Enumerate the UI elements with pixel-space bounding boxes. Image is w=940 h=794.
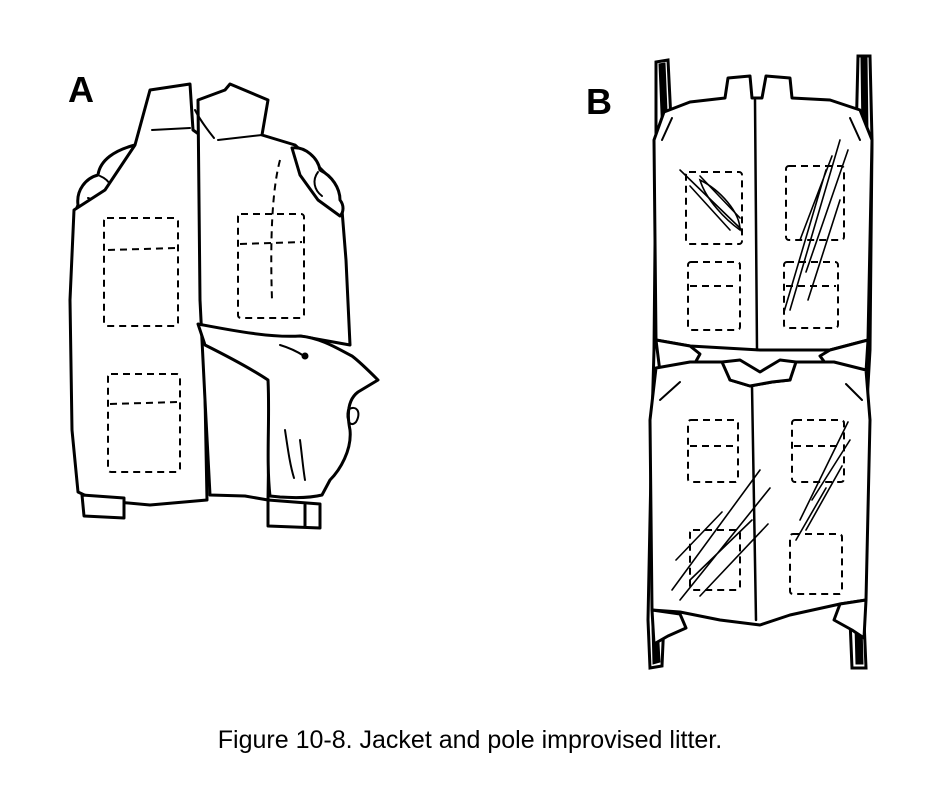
panel-a-label: A [68,69,94,110]
panel-b-label: B [586,81,612,122]
jacket-right-upper-pocket [237,213,305,319]
figure-caption: Figure 10-8. Jacket and pole improvised … [217,726,723,754]
jacket-left-cuff [80,493,126,520]
jacket-left-upper-pocket [103,217,179,327]
jacket-sleeves-inverted-icon [68,82,380,530]
jacket-left-panel [68,82,209,507]
jacket-inverted-sleeve [196,322,380,500]
litter-lower-jacket [648,360,872,627]
litter-upper-jacket [652,74,874,352]
jacket-pole-litter-icon [646,54,874,670]
jacket-right-cuff [266,498,322,530]
jacket-right-shoulder [290,146,345,218]
